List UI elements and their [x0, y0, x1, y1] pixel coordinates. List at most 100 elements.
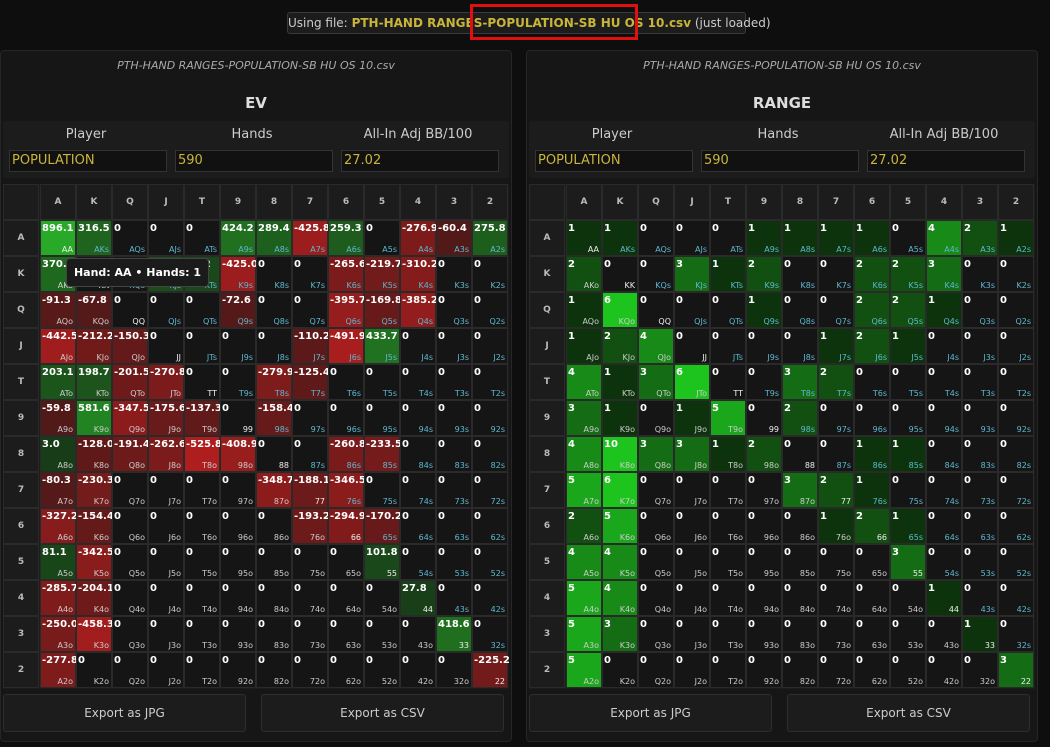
- hand-cell[interactable]: 3 K4s: [926, 256, 962, 292]
- hand-cell[interactable]: 0 74o: [292, 580, 328, 616]
- hand-cell[interactable]: 0 97s: [292, 400, 328, 436]
- hand-cell[interactable]: 0 84s: [926, 436, 962, 472]
- hand-cell[interactable]: 0 QQ: [638, 292, 674, 328]
- hand-cell[interactable]: 0 T2o: [184, 652, 220, 688]
- hand-cell[interactable]: 0 94s: [926, 400, 962, 436]
- hand-cell[interactable]: 4 ATo: [566, 364, 602, 400]
- hand-cell[interactable]: 0 KQs: [638, 256, 674, 292]
- hand-cell[interactable]: -348.7 87o: [256, 472, 294, 508]
- hand-cell[interactable]: 0 62o: [854, 652, 890, 688]
- hand-cell[interactable]: 0 Q2s: [472, 292, 508, 328]
- hand-cell[interactable]: 896.1 AA: [40, 220, 76, 256]
- hand-cell[interactable]: 0 J8s: [256, 328, 292, 364]
- hand-cell[interactable]: 0 54o: [364, 580, 400, 616]
- hand-cell[interactable]: 0 96o: [746, 508, 782, 544]
- hand-cell[interactable]: 0 QTs: [184, 292, 220, 328]
- export-button[interactable]: Export as CSV: [261, 694, 504, 732]
- hand-cell[interactable]: 0 T5o: [710, 544, 746, 580]
- stat-input[interactable]: 590: [175, 150, 333, 172]
- hand-cell[interactable]: -67.8 KQo: [76, 292, 112, 328]
- hand-cell[interactable]: -72.6 Q9s: [220, 292, 256, 328]
- hand-cell[interactable]: 0 84o: [782, 580, 818, 616]
- hand-cell[interactable]: 0 83o: [782, 616, 818, 652]
- hand-cell[interactable]: 0 Q6o: [112, 508, 148, 544]
- hand-cell[interactable]: 1 86s: [854, 436, 890, 472]
- hand-cell[interactable]: 0 J3s: [962, 328, 998, 364]
- hand-cell[interactable]: 0 42s: [998, 580, 1034, 616]
- hand-cell[interactable]: -225.2 22: [472, 652, 510, 688]
- hand-cell[interactable]: -262.6 J8o: [148, 436, 186, 472]
- hand-cell[interactable]: -204.1 K4o: [76, 580, 114, 616]
- hand-cell[interactable]: 1 J5s: [890, 328, 926, 364]
- hand-cell[interactable]: 1 J7s: [818, 328, 854, 364]
- hand-cell[interactable]: 0 JTs: [710, 328, 746, 364]
- hand-cell[interactable]: -442.5 AJo: [40, 328, 78, 364]
- hand-cell[interactable]: 0 42o: [400, 652, 436, 688]
- hand-cell[interactable]: 1 Q4s: [926, 292, 962, 328]
- hand-cell[interactable]: -458.3 K3o: [76, 616, 114, 652]
- hand-cell[interactable]: 0 95o: [746, 544, 782, 580]
- hand-cell[interactable]: 0 97o: [746, 472, 782, 508]
- hand-cell[interactable]: 3 A9o: [566, 400, 602, 436]
- hand-cell[interactable]: -169.8 Q5s: [364, 292, 402, 328]
- hand-cell[interactable]: 0 AJs: [674, 220, 710, 256]
- hand-cell[interactable]: 0 75o: [292, 544, 328, 580]
- hand-cell[interactable]: 0 Q8s: [782, 292, 818, 328]
- hand-cell[interactable]: 0 63o: [328, 616, 364, 652]
- hand-cell[interactable]: 0 Q3s: [962, 292, 998, 328]
- hand-cell[interactable]: 10 K8o: [602, 436, 638, 472]
- hand-cell[interactable]: 6 K7o: [602, 472, 638, 508]
- hand-cell[interactable]: 0 K3s: [436, 256, 472, 292]
- stat-input[interactable]: POPULATION: [535, 150, 693, 172]
- hand-cell[interactable]: 0 QTs: [710, 292, 746, 328]
- hand-cell[interactable]: 1 KTs: [710, 256, 746, 292]
- hand-cell[interactable]: 0 JJ: [148, 328, 184, 364]
- hand-cell[interactable]: 0 J7o: [148, 472, 184, 508]
- hand-cell[interactable]: 0 T5s: [890, 364, 926, 400]
- hand-cell[interactable]: 0 97s: [818, 400, 854, 436]
- hand-cell[interactable]: 0 72o: [292, 652, 328, 688]
- hand-cell[interactable]: 1 T8o: [710, 436, 746, 472]
- hand-cell[interactable]: 0 T3s: [962, 364, 998, 400]
- hand-cell[interactable]: 1 AKs: [602, 220, 638, 256]
- hand-cell[interactable]: 1 76s: [854, 472, 890, 508]
- hand-cell[interactable]: 0 T6o: [184, 508, 220, 544]
- hand-cell[interactable]: 0 84o: [256, 580, 292, 616]
- hand-cell[interactable]: 0 64o: [854, 580, 890, 616]
- hand-cell[interactable]: 0 T2s: [472, 364, 508, 400]
- hand-cell[interactable]: 0 86o: [256, 508, 292, 544]
- hand-cell[interactable]: -294.9 66: [328, 508, 366, 544]
- hand-cell[interactable]: 4 A8o: [566, 436, 602, 472]
- hand-cell[interactable]: 0 85o: [782, 544, 818, 580]
- hand-cell[interactable]: 0 53s: [962, 544, 998, 580]
- hand-cell[interactable]: 27.8 44: [400, 580, 436, 616]
- hand-cell[interactable]: 0 Q6o: [638, 508, 674, 544]
- hand-cell[interactable]: 0 ATs: [710, 220, 746, 256]
- hand-cell[interactable]: 0 Q3o: [638, 616, 674, 652]
- hand-cell[interactable]: 0 K2o: [602, 652, 638, 688]
- hand-cell[interactable]: 4 A5o: [566, 544, 602, 580]
- hand-cell[interactable]: 424.2 A9s: [220, 220, 256, 256]
- hand-cell[interactable]: 0 93o: [746, 616, 782, 652]
- hand-cell[interactable]: 0 T5o: [184, 544, 220, 580]
- hand-cell[interactable]: 0 96s: [328, 400, 364, 436]
- hand-cell[interactable]: 0 96s: [854, 400, 890, 436]
- hand-cell[interactable]: 0 54s: [400, 544, 436, 580]
- hand-cell[interactable]: 0 K7s: [292, 256, 328, 292]
- hand-cell[interactable]: 5 T9o: [710, 400, 746, 436]
- hand-cell[interactable]: 0 Q8s: [256, 292, 292, 328]
- hand-cell[interactable]: 4 K5o: [602, 544, 638, 580]
- hand-cell[interactable]: 0 Q3o: [112, 616, 148, 652]
- hand-cell[interactable]: -408.9 98o: [220, 436, 258, 472]
- hand-cell[interactable]: -260.8 86s: [328, 436, 366, 472]
- hand-cell[interactable]: 0 J2s: [472, 328, 508, 364]
- hand-cell[interactable]: 4 K4o: [602, 580, 638, 616]
- hand-cell[interactable]: 0 96o: [220, 508, 256, 544]
- hand-cell[interactable]: 0 54o: [890, 580, 926, 616]
- hand-cell[interactable]: 289.4 A8s: [256, 220, 292, 256]
- hand-cell[interactable]: 0 J2o: [674, 652, 710, 688]
- hand-cell[interactable]: -201.5 QTo: [112, 364, 150, 400]
- hand-cell[interactable]: 3 55: [890, 544, 926, 580]
- hand-cell[interactable]: 0 93s: [962, 400, 998, 436]
- hand-cell[interactable]: 1 33: [962, 616, 998, 652]
